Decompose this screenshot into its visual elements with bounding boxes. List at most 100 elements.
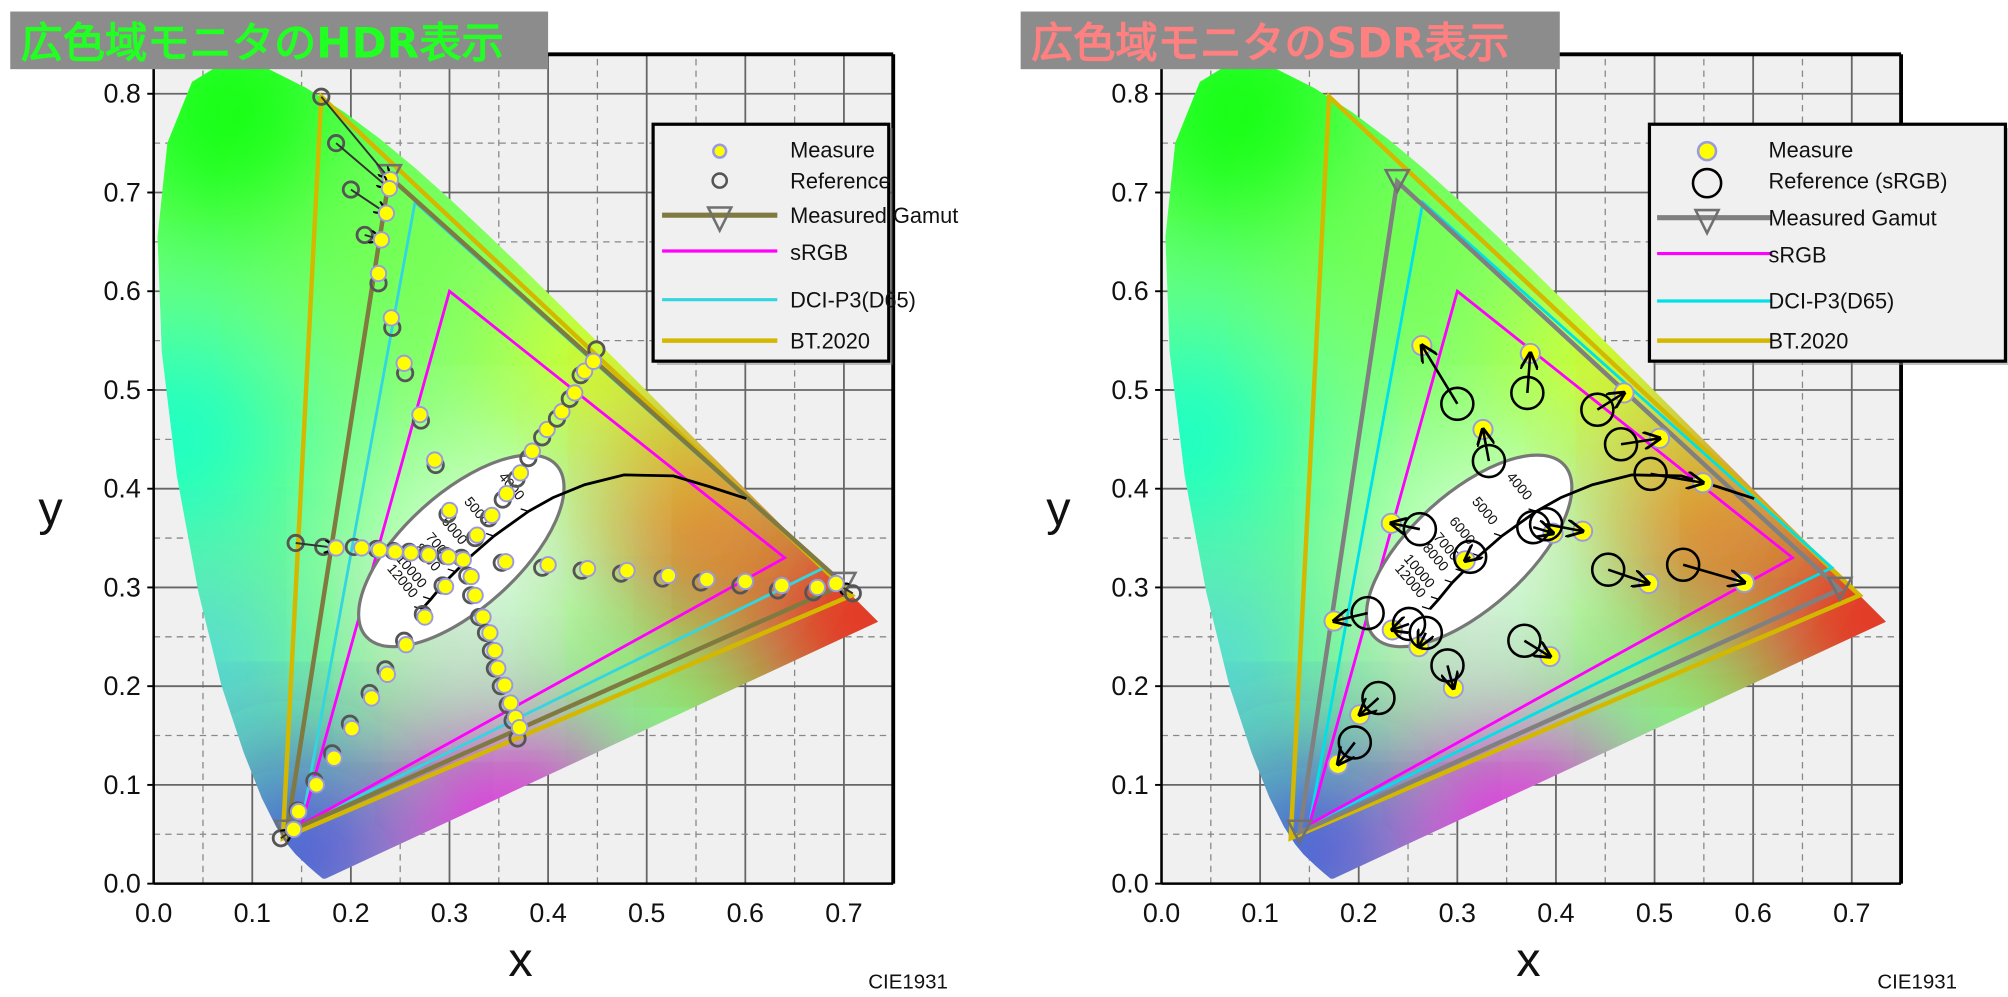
measure-point — [698, 570, 716, 589]
shift-arrow — [1334, 613, 1368, 621]
cct-tick — [1444, 579, 1453, 584]
legend-label: DCI-P3(D65) — [790, 287, 916, 312]
y-tick-label: 0.6 — [1111, 276, 1148, 306]
x-tick-label: 0.6 — [727, 898, 764, 928]
reference-point — [341, 180, 360, 199]
reference-point — [1528, 506, 1564, 542]
measure-point — [462, 567, 480, 586]
color-blob — [157, 60, 355, 236]
measure-point — [372, 231, 391, 249]
reference-point — [327, 134, 346, 153]
measure-point — [395, 354, 413, 372]
shift-arrow — [1607, 568, 1648, 584]
shift-arrow — [1360, 697, 1380, 715]
measure-point — [497, 553, 515, 571]
measure-point — [474, 608, 492, 626]
legend-hdr: Measure Reference Measured Gamut sRGB DC… — [651, 122, 958, 365]
y-tick-label: 0.6 — [103, 276, 140, 306]
measure-point — [1638, 572, 1660, 595]
measure-point — [736, 572, 754, 591]
gamut-bt-2020 — [1288, 91, 1864, 842]
measured-gamut-vertex-marker — [1285, 819, 1314, 846]
shift-arrow — [1545, 524, 1582, 531]
measure-point — [584, 352, 603, 370]
measure-point — [416, 608, 434, 626]
title-box-sdr — [1020, 11, 1560, 70]
gamut-bt-2020 — [280, 91, 856, 842]
legend-label: BT.2020 — [790, 328, 870, 353]
gamut-srgb — [1307, 288, 1796, 828]
measure-point — [353, 539, 371, 557]
measure-point — [436, 577, 455, 596]
shift-arrow — [1650, 474, 1703, 483]
y-tick-label: 0.2 — [103, 671, 140, 701]
legend-measure-marker — [712, 143, 728, 159]
y-tick-label: 0.4 — [1111, 474, 1148, 504]
x-tick-label: 0.4 — [529, 898, 566, 928]
x-tick-label: 0.0 — [135, 898, 172, 928]
shift-arrow — [320, 96, 390, 180]
cct-tick — [447, 568, 456, 573]
y-tick-label: 0.2 — [1111, 671, 1148, 701]
reference-point — [1452, 539, 1488, 575]
y-axis-label-sdr: y — [1046, 482, 1071, 536]
shift-arrow — [1596, 393, 1624, 411]
legend-triangle-marker — [706, 206, 734, 234]
cct-tick — [1493, 532, 1502, 537]
y-tick-label: 0.4 — [103, 474, 140, 504]
measure-point — [539, 556, 557, 574]
measure-point — [486, 641, 504, 660]
color-blob — [1165, 60, 1363, 236]
legend-label: BT.2020 — [1769, 328, 1849, 353]
shift-arrow — [1523, 639, 1550, 657]
x-tick-label: 0.2 — [1340, 898, 1377, 928]
measure-point — [659, 566, 678, 585]
shift-arrow — [1465, 557, 1470, 561]
legend-label: sRGB — [1769, 243, 1827, 268]
measure-point — [382, 309, 400, 327]
footer-hdr: CIE1931 — [868, 971, 948, 994]
cct-tick — [1421, 605, 1430, 610]
title-box-hdr — [10, 11, 549, 70]
y-axis-label-hdr: y — [38, 482, 63, 536]
x-tick-label: 0.3 — [1439, 898, 1476, 928]
measure-point — [378, 665, 397, 683]
shift-arrow — [1620, 438, 1659, 444]
legend-reference-marker — [1691, 167, 1723, 199]
measure-point — [386, 543, 404, 561]
x-tick-label: 0.6 — [1734, 898, 1771, 928]
shift-arrow — [1527, 353, 1530, 394]
measure-point — [498, 484, 516, 503]
shift-arrow — [1532, 527, 1553, 533]
x-tick-label: 0.1 — [234, 898, 271, 928]
measured-gamut-vertex-marker — [1826, 576, 1854, 603]
measure-point — [380, 179, 398, 198]
measure-point — [362, 689, 381, 707]
measure-point — [483, 506, 501, 525]
measure-point — [578, 560, 597, 578]
reference-point — [1440, 386, 1475, 422]
color-blob — [1318, 152, 1498, 332]
title-sdr: 広色域モニタのSDR表示 — [1031, 19, 1509, 68]
y-tick-label: 0.3 — [1111, 572, 1148, 602]
shift-arrow — [1338, 741, 1356, 764]
x-tick-label: 0.5 — [628, 898, 665, 928]
measure-point — [289, 802, 308, 821]
cct-tick — [422, 596, 431, 600]
measure-point — [511, 464, 530, 482]
x-tick-label: 0.2 — [332, 898, 369, 928]
legend-label: Reference (sRGB) — [1769, 168, 1948, 193]
legend-sdr: Measure Reference (sRGB) Measured Gamut … — [1647, 122, 2008, 365]
legend-label: Measured Gamut — [1769, 205, 1937, 230]
measure-point — [377, 204, 396, 222]
measure-point — [370, 541, 389, 559]
measure-point — [618, 562, 636, 580]
measure-point — [481, 624, 499, 642]
y-tick-label: 0.7 — [1111, 177, 1148, 207]
footer-sdr: CIE1931 — [1877, 971, 1957, 994]
shift-arrow — [335, 142, 389, 188]
x-tick-label: 0.3 — [431, 898, 468, 928]
measure-point — [773, 576, 791, 595]
measure-point — [285, 820, 303, 838]
